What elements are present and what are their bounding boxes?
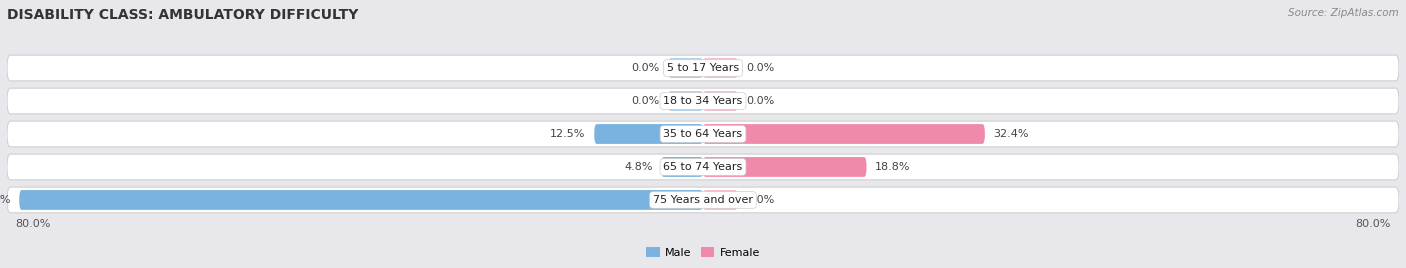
- Text: 35 to 64 Years: 35 to 64 Years: [664, 129, 742, 139]
- Text: 75 Years and over: 75 Years and over: [652, 195, 754, 205]
- Text: 0.0%: 0.0%: [631, 63, 659, 73]
- Text: 18.8%: 18.8%: [876, 162, 911, 172]
- FancyBboxPatch shape: [595, 124, 703, 144]
- FancyBboxPatch shape: [7, 88, 1399, 114]
- FancyBboxPatch shape: [20, 190, 703, 210]
- Text: 80.0%: 80.0%: [1355, 219, 1391, 229]
- Text: 0.0%: 0.0%: [747, 96, 775, 106]
- Text: 32.4%: 32.4%: [994, 129, 1029, 139]
- FancyBboxPatch shape: [703, 157, 866, 177]
- Text: Source: ZipAtlas.com: Source: ZipAtlas.com: [1288, 8, 1399, 18]
- FancyBboxPatch shape: [661, 157, 703, 177]
- FancyBboxPatch shape: [703, 190, 738, 210]
- Text: 0.0%: 0.0%: [631, 96, 659, 106]
- Text: 0.0%: 0.0%: [747, 195, 775, 205]
- FancyBboxPatch shape: [703, 124, 984, 144]
- FancyBboxPatch shape: [7, 121, 1399, 147]
- FancyBboxPatch shape: [7, 154, 1399, 180]
- FancyBboxPatch shape: [668, 91, 703, 111]
- Text: 5 to 17 Years: 5 to 17 Years: [666, 63, 740, 73]
- FancyBboxPatch shape: [7, 55, 1399, 81]
- Text: DISABILITY CLASS: AMBULATORY DIFFICULTY: DISABILITY CLASS: AMBULATORY DIFFICULTY: [7, 8, 359, 22]
- FancyBboxPatch shape: [7, 187, 1399, 213]
- Text: 80.0%: 80.0%: [15, 219, 51, 229]
- Text: 0.0%: 0.0%: [747, 63, 775, 73]
- Text: 12.5%: 12.5%: [550, 129, 585, 139]
- Text: 65 to 74 Years: 65 to 74 Years: [664, 162, 742, 172]
- Text: 18 to 34 Years: 18 to 34 Years: [664, 96, 742, 106]
- FancyBboxPatch shape: [703, 58, 738, 78]
- FancyBboxPatch shape: [703, 91, 738, 111]
- Text: 78.6%: 78.6%: [0, 195, 10, 205]
- Legend: Male, Female: Male, Female: [641, 243, 765, 262]
- Text: 4.8%: 4.8%: [624, 162, 652, 172]
- FancyBboxPatch shape: [668, 58, 703, 78]
